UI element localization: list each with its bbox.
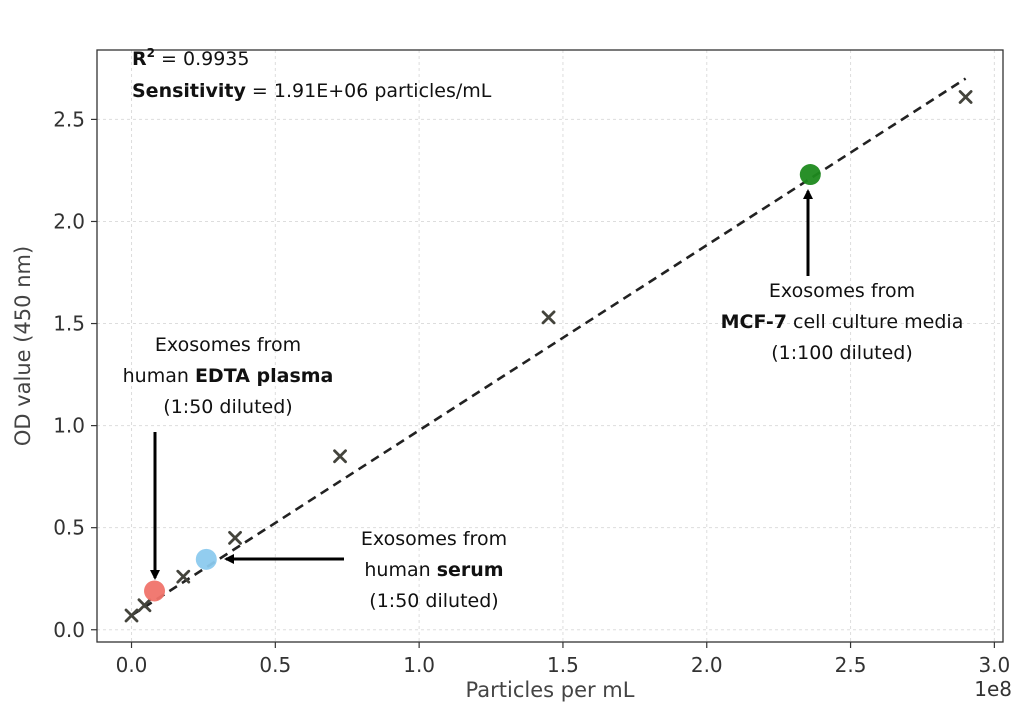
x-axis: 0.0 0.5 1.0 1.5 2.0 2.5 3.0: [116, 642, 1010, 677]
y-axis-label: OD value (450 nm): [11, 246, 35, 446]
y-tick-label: 2.0: [53, 209, 85, 233]
annotation-text: (1:50 diluted): [369, 590, 498, 612]
y-tick-label: 1.5: [53, 312, 85, 336]
grid: [97, 50, 1003, 642]
annotation-text: (1:50 diluted): [163, 396, 292, 418]
y-tick-label: 2.5: [53, 107, 85, 131]
sample-point-mcf-7: [799, 164, 821, 186]
standard-point: [333, 449, 347, 464]
annotation-plasma-line: human EDTA plasma: [123, 365, 334, 387]
x-tick-label: 0.0: [116, 653, 148, 677]
y-tick-label: 1.0: [53, 414, 85, 438]
annotation-plasma-line: Exosomes from: [155, 334, 301, 356]
annotation-text: (1:100 diluted): [771, 342, 912, 364]
standard-point: [228, 530, 242, 545]
x-tick-label: 1.5: [547, 653, 579, 677]
fit-line: [130, 77, 967, 617]
y-axis: 0.0 0.5 1.0 1.5 2.0 2.5: [53, 107, 97, 642]
annotation-plasma-line: (1:50 diluted): [163, 396, 292, 418]
annotation-serum-line: Exosomes from: [361, 528, 507, 550]
x-tick-label: 1.0: [403, 653, 435, 677]
x-tick-label: 0.5: [259, 653, 291, 677]
annotation-text: cell culture media: [787, 311, 963, 333]
r-squared-part: R: [132, 48, 147, 70]
y-tick-label: 0.0: [53, 618, 85, 642]
annotation-text: Exosomes from: [361, 528, 507, 550]
annotation-text: human: [123, 365, 195, 387]
plot-frame: [96, 49, 1004, 643]
annotation-text: Exosomes from: [769, 280, 915, 302]
annotation-text: Exosomes from: [155, 334, 301, 356]
sample-points: [144, 164, 821, 602]
stats-box: R2 = 0.9935 Sensitivity = 1.91E+06 partic…: [132, 46, 492, 102]
fit-line-group: [130, 77, 967, 617]
standard-point: [958, 90, 973, 104]
standard-point: [124, 608, 139, 623]
standard-point: [176, 569, 191, 584]
x-tick-label: 3.0: [978, 653, 1010, 677]
r-squared-part: = 0.9935: [155, 48, 249, 70]
annotation-mcf7-line: MCF-7 cell culture media: [721, 311, 964, 333]
y-tick-label: 0.5: [53, 516, 85, 540]
annotation-bold-text: serum: [437, 559, 504, 581]
annotation-mcf7-line: (1:100 diluted): [771, 342, 912, 364]
annotations: Exosomes from human EDTA plasma (1:50 dilu…: [123, 189, 964, 612]
annotation-serum-line: human serum: [364, 559, 503, 581]
sensitivity-label: Sensitivity: [132, 80, 246, 102]
standard-point: [541, 310, 556, 325]
annotation-text: human: [364, 559, 436, 581]
annotation-mcf7-line: Exosomes from: [769, 280, 915, 302]
x-axis-offset-label: 1e8: [974, 677, 1012, 701]
sensitivity-text: Sensitivity = 1.91E+06 particles/mL: [132, 80, 492, 102]
standard-point: [137, 598, 152, 613]
r-squared-superscript: 2: [147, 46, 155, 60]
sensitivity-value: = 1.91E+06 particles/mL: [246, 80, 492, 102]
sample-point-serum: [195, 548, 217, 570]
standard-points: [124, 90, 973, 623]
annotation-bold-text: MCF-7: [721, 311, 787, 333]
x-tick-label: 2.0: [691, 653, 723, 677]
x-axis-label: Particles per mL: [466, 678, 635, 702]
sample-point-edta-plasma: [144, 580, 166, 602]
annotation-serum-line: (1:50 diluted): [369, 590, 498, 612]
annotation-bold-text: EDTA plasma: [195, 365, 333, 387]
r-squared-text: R2 = 0.9935: [132, 46, 249, 70]
x-tick-label: 2.5: [835, 653, 867, 677]
